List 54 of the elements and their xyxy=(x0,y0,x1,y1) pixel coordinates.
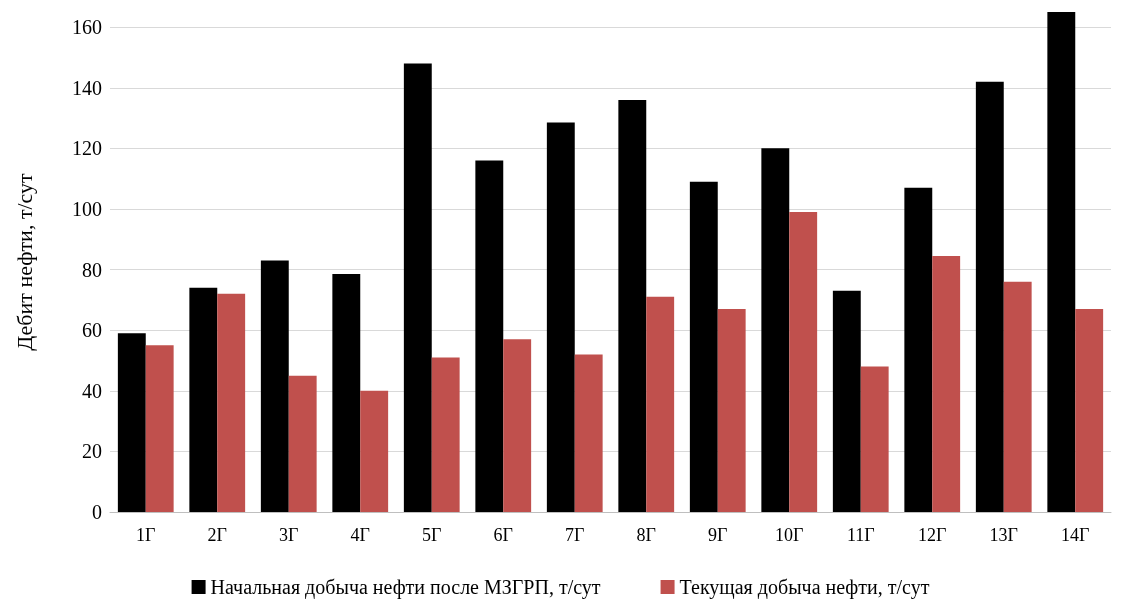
bar xyxy=(975,81,1004,512)
x-tick-label: 5Г xyxy=(422,525,442,545)
x-tick-label: 7Г xyxy=(565,525,585,545)
x-tick-label: 4Г xyxy=(350,525,370,545)
bar xyxy=(1075,308,1104,512)
bar xyxy=(789,212,818,512)
bar xyxy=(932,255,961,512)
x-tick-label: 10Г xyxy=(775,525,804,545)
x-tick-label: 2Г xyxy=(207,525,227,545)
bar xyxy=(145,345,174,512)
y-axis-title: Дебит нефти, т/сут xyxy=(11,172,37,351)
bar xyxy=(117,333,146,512)
x-tick-label: 13Г xyxy=(989,525,1018,545)
bar xyxy=(431,357,460,512)
bar xyxy=(260,260,289,512)
bar xyxy=(288,375,317,512)
y-tick-label: 20 xyxy=(82,440,102,463)
y-tick-label: 140 xyxy=(72,76,102,99)
x-tick-label: 11Г xyxy=(846,525,875,545)
bar xyxy=(832,290,861,512)
x-tick-label: 14Г xyxy=(1061,525,1090,545)
bar xyxy=(403,63,432,512)
bar xyxy=(618,99,647,512)
bar xyxy=(717,308,746,512)
bar xyxy=(546,122,575,512)
y-tick-label: 0 xyxy=(92,501,102,523)
bar xyxy=(503,339,532,512)
bar xyxy=(475,160,504,512)
bar xyxy=(217,293,246,512)
bar xyxy=(646,296,675,512)
bar xyxy=(904,187,933,512)
legend-label: Текущая добыча нефти, т/сут xyxy=(679,576,930,599)
y-tick-label: 120 xyxy=(72,137,102,160)
bar xyxy=(574,354,603,512)
y-tick-label: 80 xyxy=(82,258,102,281)
bar xyxy=(332,274,361,512)
y-tick-label: 160 xyxy=(72,16,102,39)
y-tick-label: 60 xyxy=(82,319,102,342)
bar xyxy=(860,366,889,512)
bar xyxy=(761,148,790,512)
x-tick-label: 9Г xyxy=(708,525,728,545)
y-tick-label: 100 xyxy=(72,197,102,220)
bar xyxy=(360,390,389,512)
x-tick-label: 8Г xyxy=(636,525,656,545)
x-tick-label: 1Г xyxy=(136,525,156,545)
bar xyxy=(1047,12,1076,512)
x-tick-label: 6Г xyxy=(493,525,513,545)
bar xyxy=(189,287,218,512)
x-tick-label: 12Г xyxy=(918,525,947,545)
x-tick-label: 3Г xyxy=(279,525,299,545)
bar xyxy=(1003,281,1032,512)
y-tick-label: 40 xyxy=(82,379,102,402)
legend-label: Начальная добыча нефти после МЗГРП, т/сут xyxy=(210,576,601,599)
bar xyxy=(689,181,718,512)
